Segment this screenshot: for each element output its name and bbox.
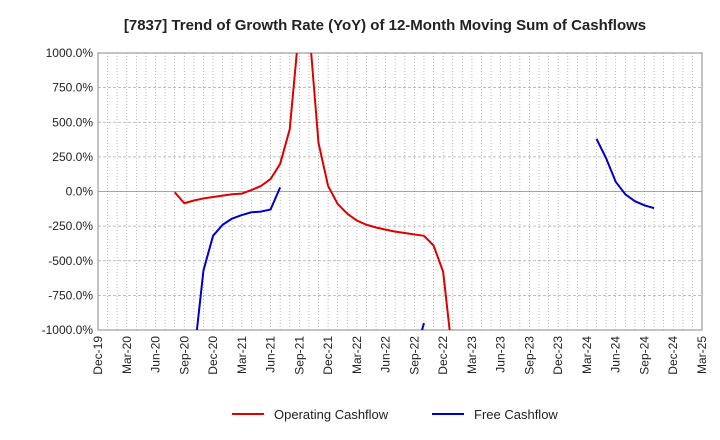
- x-tick-label: Mar-24: [580, 336, 594, 374]
- y-tick-label: -1000.0%: [42, 323, 94, 337]
- x-tick-label: Jun-20: [149, 336, 163, 373]
- legend-label: Free Cashflow: [474, 407, 558, 422]
- x-tick-label: Mar-20: [120, 336, 134, 374]
- plot-area: [97, 52, 703, 331]
- x-tick-label: Dec-20: [206, 336, 220, 375]
- y-tick-label: 750.0%: [52, 81, 93, 95]
- free-cashflow-line: [595, 138, 655, 210]
- grid-lines: [98, 53, 702, 330]
- x-tick-label: Mar-23: [465, 336, 479, 374]
- y-tick-label: -250.0%: [48, 219, 93, 233]
- x-tick-label: Mar-21: [235, 336, 249, 374]
- x-tick-label: Jun-23: [494, 336, 508, 373]
- series-lines: [173, 53, 655, 330]
- x-tick-label: Dec-22: [436, 336, 450, 375]
- x-tick-label: Jun-24: [609, 336, 623, 373]
- x-tick-label: Jun-21: [264, 336, 278, 373]
- y-tick-label: 1000.0%: [46, 46, 94, 60]
- y-tick-label: -500.0%: [48, 254, 93, 268]
- free-cashflow-line: [421, 322, 425, 330]
- x-tick-label: Dec-24: [666, 336, 680, 375]
- x-tick-label: Dec-19: [91, 336, 105, 375]
- x-tick-label: Sep-23: [522, 336, 536, 375]
- chart-title: [7837] Trend of Growth Rate (YoY) of 12-…: [124, 17, 646, 34]
- y-tick-label: -750.0%: [48, 288, 93, 302]
- x-tick-label: Jun-22: [379, 336, 393, 373]
- x-axis-ticks: Dec-19 Mar-20 Jun-20 Sep-20 Dec-20 Mar-21 Jun-…: [91, 336, 709, 375]
- x-tick-label: Sep-22: [407, 336, 421, 375]
- y-tick-label: 500.0%: [52, 115, 93, 129]
- x-tick-label: Dec-21: [321, 336, 335, 375]
- x-tick-label: Sep-24: [637, 336, 651, 375]
- x-tick-label: Mar-22: [350, 336, 364, 374]
- x-tick-label: Sep-20: [177, 336, 191, 375]
- x-tick-label: Dec-23: [551, 336, 565, 375]
- y-tick-label: 0.0%: [66, 185, 94, 199]
- x-tick-label: Sep-21: [292, 336, 306, 375]
- y-tick-label: 250.0%: [52, 150, 93, 164]
- legend-label: Operating Cashflow: [274, 407, 389, 422]
- y-axis-ticks: 1000.0% 750.0% 500.0% 250.0% 0.0% -250.0% -500…: [42, 46, 94, 337]
- legend: Operating Cashflow Free Cashflow: [232, 407, 558, 422]
- x-tick-label: Mar-25: [695, 336, 709, 374]
- operating-cashflow-line: [173, 53, 451, 330]
- free-cashflow-line: [195, 186, 282, 330]
